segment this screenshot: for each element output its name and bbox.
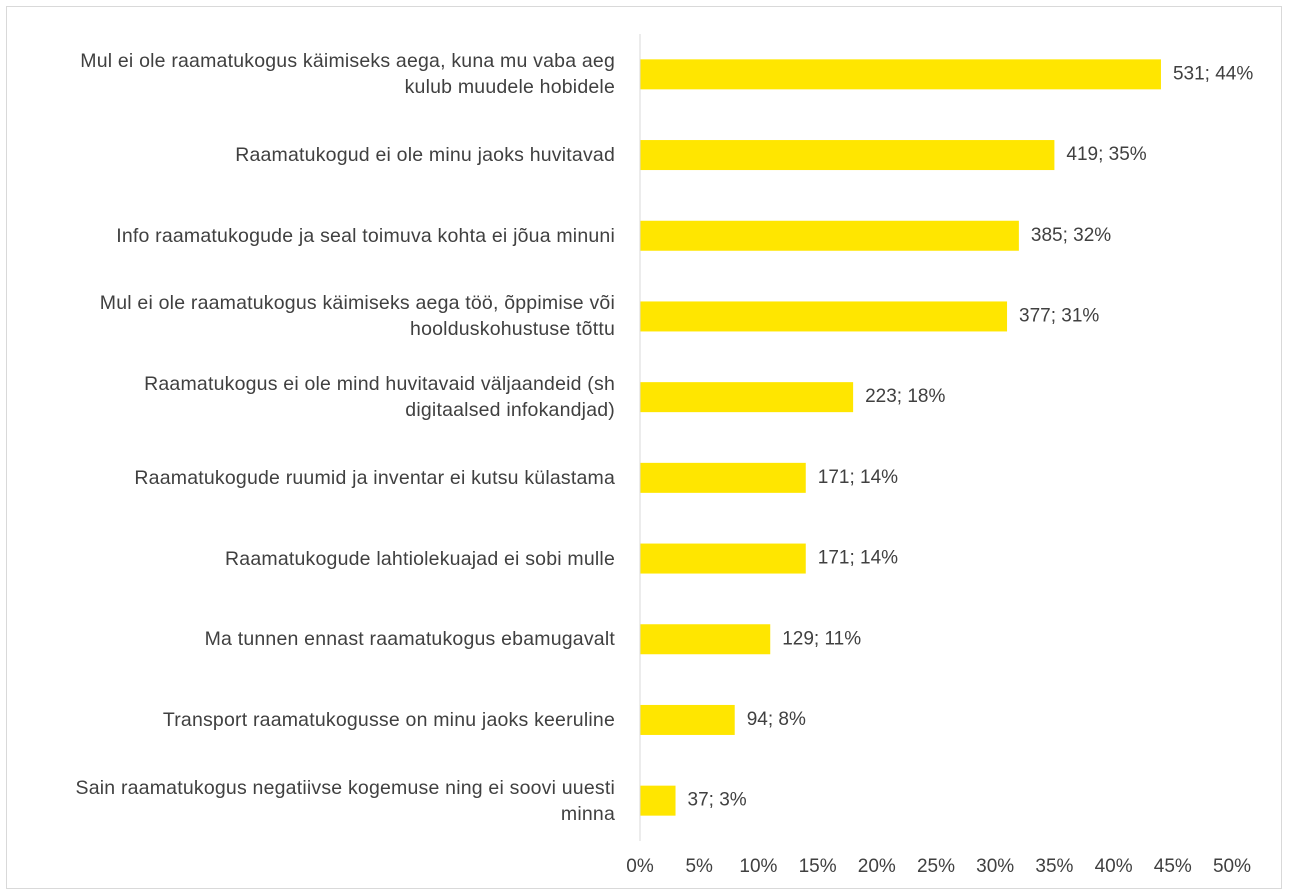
bar bbox=[640, 59, 1161, 90]
x-tick-label: 10% bbox=[739, 856, 777, 877]
x-tick-label: 20% bbox=[858, 856, 896, 877]
category-label: Raamatukogude ruumid ja inventar ei kuts… bbox=[134, 466, 615, 489]
category-label: Mul ei ole raamatukogus käimiseks aega t… bbox=[99, 292, 615, 341]
category-label: Transport raamatukogusse on minu jaoks k… bbox=[162, 708, 615, 731]
value-label: 223; 18% bbox=[865, 386, 945, 407]
x-tick-label: 30% bbox=[976, 856, 1014, 877]
category-label: Raamatukogud ei ole minu jaoks huvitavad bbox=[235, 144, 615, 167]
bar bbox=[640, 704, 735, 735]
value-label: 171; 14% bbox=[818, 548, 898, 569]
x-tick-label: 45% bbox=[1154, 856, 1192, 877]
bar bbox=[640, 140, 1055, 171]
value-label: 419; 35% bbox=[1066, 144, 1146, 165]
x-tick-label: 5% bbox=[685, 856, 713, 877]
bar bbox=[640, 462, 806, 493]
x-tick-label: 0% bbox=[626, 856, 654, 877]
value-label: 94; 8% bbox=[747, 709, 806, 730]
x-tick-label: 50% bbox=[1213, 856, 1251, 877]
value-label: 377; 31% bbox=[1019, 305, 1099, 326]
category-label: Sain raamatukogus negatiivse kogemuse ni… bbox=[75, 776, 615, 825]
value-label: 385; 32% bbox=[1031, 225, 1111, 246]
category-label: Info raamatukogude ja seal toimuva kohta… bbox=[116, 224, 615, 247]
category-label: Mul ei ole raamatukogus käimiseks aega, … bbox=[80, 50, 615, 99]
bar bbox=[640, 382, 854, 413]
category-label: Raamatukogude lahtiolekuajad ei sobi mul… bbox=[225, 547, 615, 570]
chart-border bbox=[6, 6, 1282, 889]
value-label: 531; 44% bbox=[1173, 63, 1253, 84]
category-label: Raamatukogus ei ole mind huvitavaid välj… bbox=[144, 373, 615, 422]
x-tick-label: 35% bbox=[1035, 856, 1073, 877]
category-label: Ma tunnen ennast raamatukogus ebamugaval… bbox=[204, 628, 615, 651]
x-tick-label: 25% bbox=[917, 856, 955, 877]
bar bbox=[640, 301, 1008, 332]
value-label: 171; 14% bbox=[818, 467, 898, 488]
bar bbox=[640, 220, 1019, 251]
x-tick-label: 15% bbox=[799, 856, 837, 877]
x-tick-label: 40% bbox=[1095, 856, 1133, 877]
value-label: 129; 11% bbox=[782, 628, 861, 649]
bar bbox=[640, 624, 771, 655]
bar bbox=[640, 543, 806, 574]
bar bbox=[640, 785, 676, 816]
value-label: 37; 3% bbox=[688, 790, 747, 811]
